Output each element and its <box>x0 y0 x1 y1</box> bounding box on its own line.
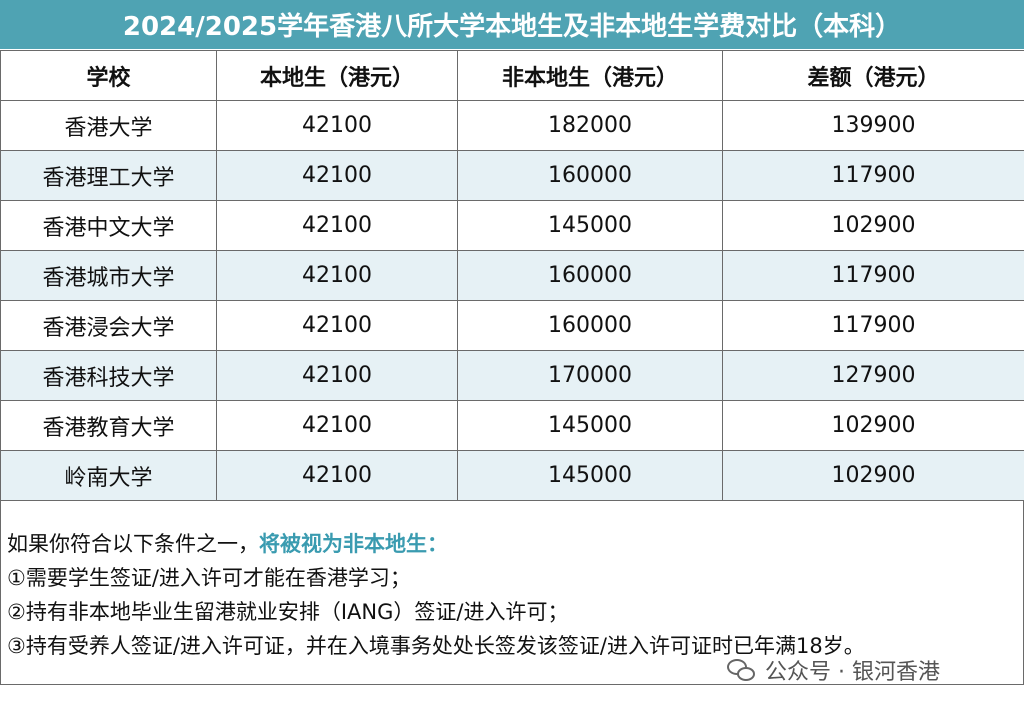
table-title: 2024/2025学年香港八所大学本地生及非本地生学费对比（本科） <box>0 0 1024 49</box>
table-row: 香港浸会大学 42100 160000 117900 <box>0 300 1024 351</box>
footer-text: 公众号 · 银河香港 <box>765 660 940 685</box>
local-fee: 42100 <box>216 450 458 501</box>
header-school: 学校 <box>0 50 217 101</box>
school-name: 香港浸会大学 <box>0 300 217 351</box>
header-difference: 差额（港元） <box>722 50 1024 101</box>
school-name: 香港理工大学 <box>0 150 217 201</box>
school-name: 香港科技大学 <box>0 350 217 401</box>
table-row: 岭南大学 42100 145000 102900 <box>0 450 1024 501</box>
fee-difference: 139900 <box>722 100 1024 151</box>
fee-difference: 127900 <box>722 350 1024 401</box>
nonlocal-fee: 160000 <box>457 150 723 201</box>
notes-intro-line: 如果你符合以下条件之一，将被视为非本地生： <box>7 528 448 558</box>
notes-section: 如果你符合以下条件之一，将被视为非本地生： ①需要学生签证/进入许可才能在香港学… <box>0 500 1024 685</box>
table-row: 香港教育大学 42100 145000 102900 <box>0 400 1024 451</box>
table-row: 香港理工大学 42100 160000 117900 <box>0 150 1024 201</box>
fee-difference: 117900 <box>722 250 1024 301</box>
fee-difference: 117900 <box>722 150 1024 201</box>
note-item: ③持有受养人签证/进入许可证，并在入境事务处处长签发该签证/进入许可证时已年满1… <box>7 634 865 658</box>
local-fee: 42100 <box>216 300 458 351</box>
school-name: 岭南大学 <box>0 450 217 501</box>
nonlocal-fee: 145000 <box>457 200 723 251</box>
table-row: 香港大学 42100 182000 139900 <box>0 100 1024 151</box>
local-fee: 42100 <box>216 350 458 401</box>
wechat-footer: 公众号 · 银河香港 <box>727 654 940 686</box>
local-fee: 42100 <box>216 100 458 151</box>
nonlocal-fee: 160000 <box>457 300 723 351</box>
fee-difference: 102900 <box>722 200 1024 251</box>
local-fee: 42100 <box>216 250 458 301</box>
nonlocal-fee: 170000 <box>457 350 723 401</box>
table-row: 香港城市大学 42100 160000 117900 <box>0 250 1024 301</box>
table-row: 香港科技大学 42100 170000 127900 <box>0 350 1024 401</box>
nonlocal-fee: 145000 <box>457 450 723 501</box>
note-item: ②持有非本地毕业生留港就业安排（IANG）签证/进入许可； <box>7 600 569 624</box>
fee-difference: 102900 <box>722 400 1024 451</box>
notes-highlight: 将被视为非本地生： <box>259 532 448 556</box>
school-name: 香港中文大学 <box>0 200 217 251</box>
local-fee: 42100 <box>216 400 458 451</box>
fee-difference: 102900 <box>722 450 1024 501</box>
local-fee: 42100 <box>216 150 458 201</box>
nonlocal-fee: 145000 <box>457 400 723 451</box>
header-local: 本地生（港元） <box>216 50 458 101</box>
school-name: 香港城市大学 <box>0 250 217 301</box>
wechat-icon <box>727 657 757 683</box>
school-name: 香港教育大学 <box>0 400 217 451</box>
local-fee: 42100 <box>216 200 458 251</box>
school-name: 香港大学 <box>0 100 217 151</box>
header-row: 学校 本地生（港元） 非本地生（港元） 差额（港元） <box>0 50 1024 101</box>
note-item: ①需要学生签证/进入许可才能在香港学习； <box>7 566 411 590</box>
tuition-table: 学校 本地生（港元） 非本地生（港元） 差额（港元） 香港大学 42100 18… <box>0 50 1024 501</box>
table-row: 香港中文大学 42100 145000 102900 <box>0 200 1024 251</box>
notes-intro: 如果你符合以下条件之一， <box>7 532 259 556</box>
nonlocal-fee: 160000 <box>457 250 723 301</box>
fee-difference: 117900 <box>722 300 1024 351</box>
nonlocal-fee: 182000 <box>457 100 723 151</box>
header-nonlocal: 非本地生（港元） <box>457 50 723 101</box>
